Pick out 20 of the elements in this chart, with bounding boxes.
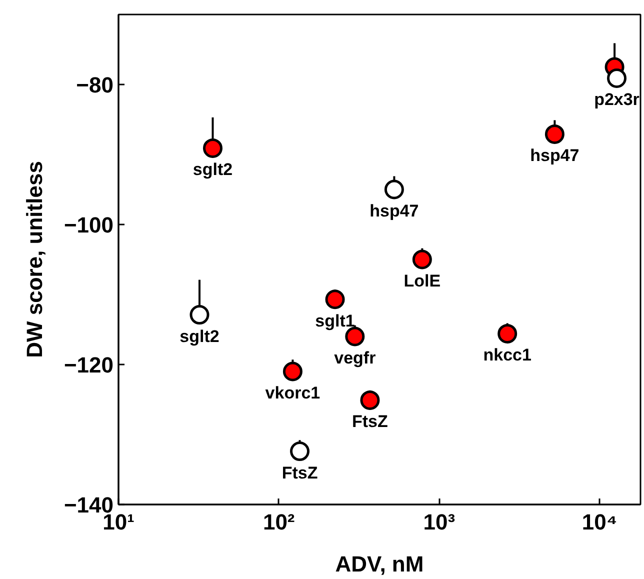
x-axis-title: ADV, nM bbox=[335, 552, 424, 576]
annotation: hsp47 bbox=[370, 202, 419, 220]
annotation: sglt2 bbox=[192, 160, 233, 180]
y-tick-label: −120 bbox=[64, 352, 114, 378]
annotation: LolE bbox=[404, 272, 441, 290]
annotation: sglt1 bbox=[315, 311, 355, 330]
annotation: sglt2 bbox=[180, 326, 220, 346]
x-tick-label: 10² bbox=[262, 510, 295, 534]
y-axis-title: DW score, unitless bbox=[22, 161, 47, 358]
x-tick-label: 10³ bbox=[423, 510, 456, 534]
annotation: vegfr bbox=[334, 348, 376, 368]
annotation: FtsZ bbox=[282, 463, 318, 482]
y-tick-label: −80 bbox=[76, 72, 114, 98]
annotation: hsp47 bbox=[530, 146, 580, 166]
x-tick-label: 10⁴ bbox=[582, 510, 618, 534]
y-tick-label: −100 bbox=[64, 212, 114, 238]
annotation: vkorc1 bbox=[265, 384, 320, 402]
annotation: FtsZ bbox=[352, 412, 388, 432]
annotation: p2x3r bbox=[594, 90, 640, 110]
annotation: nkcc1 bbox=[483, 346, 532, 365]
